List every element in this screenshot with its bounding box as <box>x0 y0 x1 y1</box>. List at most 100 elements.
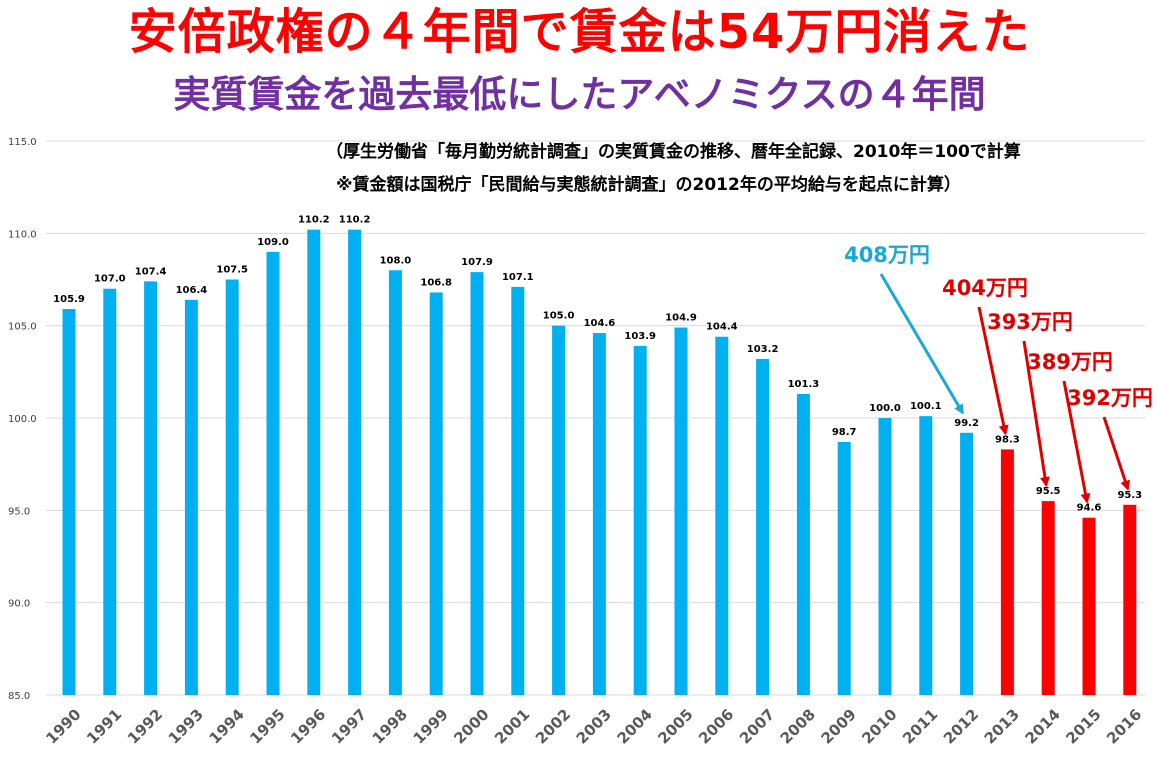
data-label: 109.0 <box>257 237 289 248</box>
annotation-label: 393万円 <box>987 310 1073 334</box>
bar <box>307 229 321 695</box>
bar <box>225 279 239 695</box>
data-label: 107.1 <box>502 272 534 283</box>
x-tick-label: 1990 <box>42 705 84 747</box>
x-tick-label: 2002 <box>532 705 574 747</box>
bar <box>184 299 198 695</box>
bar <box>103 288 117 695</box>
data-label: 106.4 <box>176 285 208 296</box>
x-tick-label: 1998 <box>369 705 411 747</box>
bar <box>429 292 443 695</box>
data-label: 107.0 <box>94 274 126 285</box>
data-label: 99.2 <box>954 418 979 429</box>
data-label: 105.0 <box>543 311 575 322</box>
x-tick-label: 1997 <box>328 705 370 747</box>
data-label: 103.2 <box>747 344 779 355</box>
data-label: 104.6 <box>584 318 616 329</box>
x-tick-label: 2011 <box>899 705 941 747</box>
annotation-arrow <box>1062 380 1091 504</box>
data-label: 95.5 <box>1036 486 1061 497</box>
y-tick-label: 100.0 <box>8 414 37 425</box>
x-tick-label: 1991 <box>83 705 125 747</box>
bar <box>552 325 566 695</box>
source-note: （厚生労働省「毎月勤労統計調査」の実質賃金の推移、暦年全記録、2010年＝100… <box>326 142 1021 162</box>
bar <box>837 442 851 695</box>
bar <box>62 309 76 695</box>
data-label: 100.0 <box>869 403 901 414</box>
bar <box>511 286 525 695</box>
y-tick-label: 85.0 <box>8 691 30 702</box>
bar <box>144 281 158 695</box>
data-label: 104.9 <box>665 313 697 324</box>
data-label: 103.9 <box>624 331 656 342</box>
annotation-arrow <box>977 306 1009 436</box>
x-tick-label: 2000 <box>450 705 492 747</box>
x-tick-label: 1994 <box>206 705 248 747</box>
bar <box>348 229 362 695</box>
y-tick-label: 90.0 <box>8 599 30 610</box>
y-tick-label: 115.0 <box>8 137 37 148</box>
annotation-label: 389万円 <box>1027 350 1113 374</box>
data-label: 98.7 <box>832 427 857 438</box>
data-label: 110.2 <box>298 215 330 226</box>
x-tick-label: 2012 <box>940 705 982 747</box>
x-tick-label: 2001 <box>491 705 533 747</box>
annotation-label: 392万円 <box>1067 386 1153 410</box>
x-tick-label: 2008 <box>777 705 819 747</box>
x-tick-label: 2016 <box>1103 705 1145 747</box>
data-label: 106.8 <box>420 277 452 288</box>
bar <box>1000 449 1014 695</box>
method-note: ※賃金額は国税庁「民間給与実態統計調査」の2012年の平均給与を起点に計算） <box>336 175 961 195</box>
bar <box>919 416 933 695</box>
y-tick-label: 110.0 <box>8 229 37 240</box>
data-label: 100.1 <box>910 401 942 412</box>
bar <box>756 358 770 695</box>
x-tick-label: 1996 <box>287 705 329 747</box>
bar <box>715 336 729 695</box>
x-tick-label: 2014 <box>1022 705 1064 747</box>
x-tick-label: 1992 <box>124 705 166 747</box>
data-label: 104.4 <box>706 322 738 333</box>
bar <box>1041 501 1055 695</box>
data-label: 107.5 <box>216 265 248 276</box>
x-tick-label: 1993 <box>165 705 207 747</box>
annotation-arrow <box>1102 416 1131 491</box>
x-tick-label: 2010 <box>858 705 900 747</box>
bar <box>266 251 280 696</box>
x-tick-label: 2007 <box>736 705 778 747</box>
annotation-arrow <box>879 273 964 415</box>
bar <box>1082 517 1096 695</box>
bar <box>878 418 892 695</box>
data-label: 107.4 <box>135 266 167 277</box>
chart-title: 安倍政権の４年間で賃金は54万円消えた <box>128 4 1031 60</box>
annotation-label: 404万円 <box>942 276 1028 300</box>
x-tick-label: 2013 <box>981 705 1023 747</box>
bar <box>674 327 688 695</box>
bar <box>796 393 810 695</box>
x-tick-label: 2015 <box>1062 705 1104 747</box>
y-tick-label: 95.0 <box>8 506 30 517</box>
data-label: 94.6 <box>1077 503 1102 514</box>
x-tick-label: 2003 <box>573 705 615 747</box>
bar <box>388 270 402 695</box>
bar <box>1123 504 1137 695</box>
bar <box>592 333 606 695</box>
data-label: 110.2 <box>339 215 371 226</box>
bar <box>960 432 974 695</box>
x-tick-label: 2006 <box>695 705 737 747</box>
data-label: 95.3 <box>1117 490 1142 501</box>
x-tick-label: 2005 <box>654 705 696 747</box>
data-label: 105.9 <box>53 294 85 305</box>
chart-subtitle: 実質賃金を過去最低にしたアベノミクスの４年間 <box>173 73 986 116</box>
x-tick-label: 2004 <box>614 705 656 747</box>
annotation-arrow <box>1022 340 1050 488</box>
bar <box>470 272 484 695</box>
data-label: 108.0 <box>380 255 412 266</box>
data-label: 98.3 <box>995 434 1020 445</box>
data-label: 107.9 <box>461 257 493 268</box>
annotation-label: 408万円 <box>844 243 930 267</box>
bar <box>633 345 647 695</box>
x-tick-label: 1999 <box>410 705 452 747</box>
data-label: 101.3 <box>788 379 820 390</box>
